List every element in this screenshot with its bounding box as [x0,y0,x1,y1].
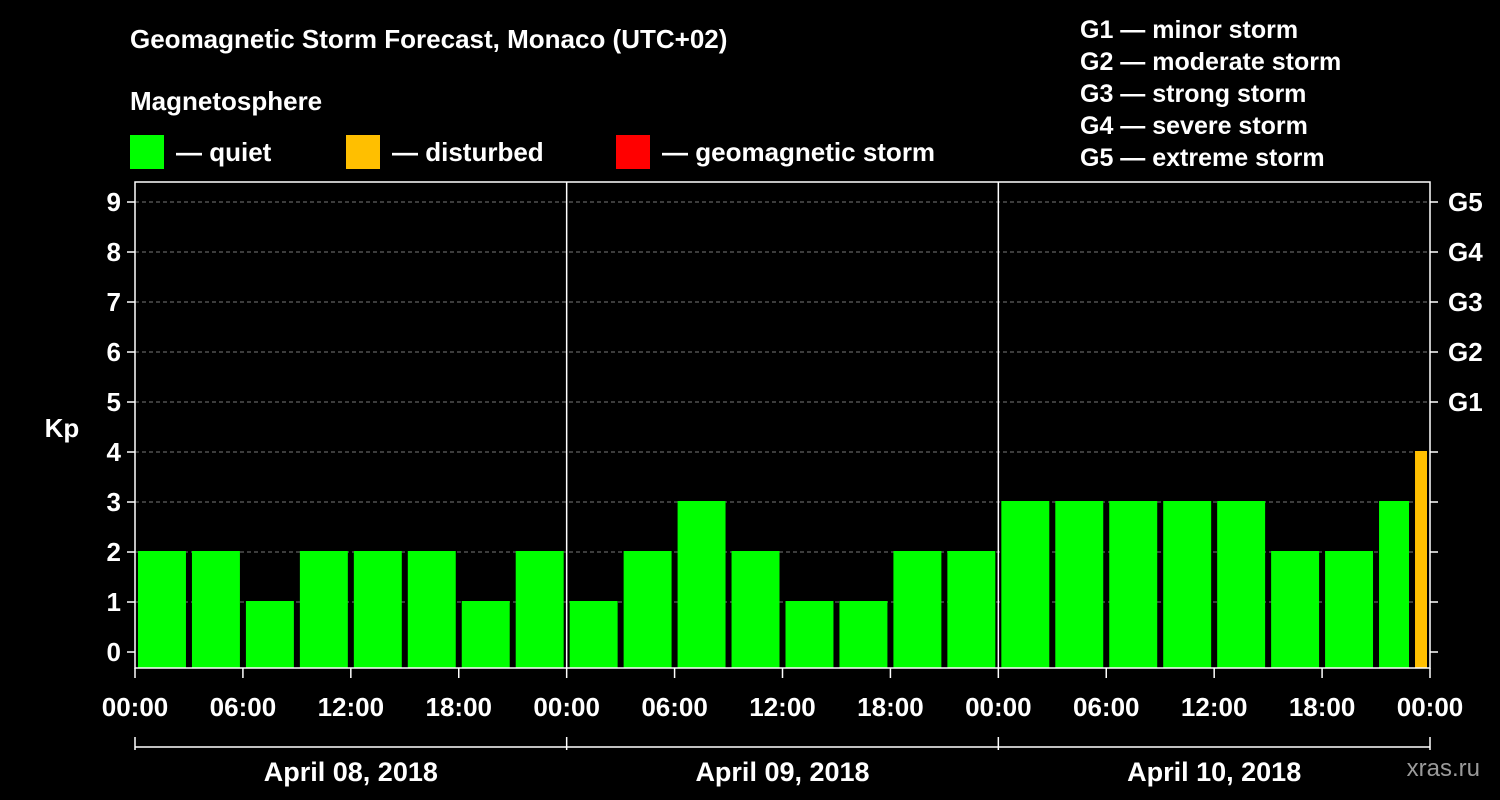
g-scale-legend: G1 — minor storm G2 — moderate storm G3 … [1080,14,1341,174]
y-tick-label: 4 [107,437,122,467]
kp-bar [731,551,780,668]
y-axis-label: Kp [45,413,80,443]
g-scale-item: G1 — minor storm [1080,16,1299,44]
kp-bar [947,551,996,668]
kp-bar [245,601,294,668]
y-tick-label: 6 [107,337,121,367]
kp-bar [623,551,672,668]
kp-bar [1325,551,1374,668]
legend-quiet-swatch [130,135,164,169]
legend-storm-swatch [616,135,650,169]
y-tick-label: 5 [107,387,121,417]
g-scale-item: G2 — moderate storm [1080,48,1342,76]
kp-bar [1109,501,1158,668]
y-tick-label: 3 [107,487,121,517]
legend-storm-label: — geomagnetic storm [662,136,936,167]
x-tick-label: 06:00 [641,692,708,722]
x-tick-label: 18:00 [1289,692,1356,722]
legend-quiet: — quiet [130,135,271,169]
y2-tick-label: G2 [1448,337,1483,367]
y-tick-label: 9 [107,187,121,217]
kp-bar [515,551,564,668]
x-tick-label: 12:00 [749,692,816,722]
kp-bar [1163,501,1212,668]
kp-bar [569,601,618,668]
kp-bar [1001,501,1050,668]
y-tick-label: 8 [107,237,121,267]
x-tick-label: 00:00 [1397,692,1464,722]
y2-tick-label: G5 [1448,187,1483,217]
kp-bar [1055,501,1104,668]
legend-quiet-label: — quiet [176,136,272,167]
chart-subtitle: Magnetosphere [130,86,323,116]
x-tick-label: 00:00 [965,692,1032,722]
x-tick-label: 18:00 [857,692,924,722]
y2-tick-label: G1 [1448,387,1483,417]
legend-disturbed-swatch [346,135,380,169]
kp-bar [461,601,510,668]
kp-bar [138,551,186,668]
g-scale-item: G3 — strong storm [1080,80,1307,108]
g-scale-item: G4 — severe storm [1080,112,1308,140]
y2-tick-label: G4 [1448,237,1483,267]
x-tick-label: 00:00 [102,692,169,722]
y-tick-label: 7 [107,287,121,317]
x-tick-label: 12:00 [318,692,385,722]
kp-bar [407,551,456,668]
watermark: xras.ru [1406,755,1480,782]
y-tick-label: 1 [107,587,121,617]
date-label: April 08, 2018 [264,757,438,787]
kp-bar [1217,501,1266,668]
date-label: April 09, 2018 [695,757,869,787]
x-tick-label: 00:00 [533,692,600,722]
kp-bar [353,551,402,668]
x-tick-label: 12:00 [1181,692,1248,722]
y-tick-label: 0 [107,637,121,667]
y-tick-label: 2 [107,537,121,567]
legend-disturbed-label: — disturbed [392,136,544,167]
kp-bar [893,551,942,668]
kp-bar [677,501,726,668]
kp-bar [1379,501,1410,668]
x-tick-label: 06:00 [1073,692,1140,722]
legend-disturbed: — disturbed [346,135,544,169]
y2-tick-label: G3 [1448,287,1483,317]
chart-title: Geomagnetic Storm Forecast, Monaco (UTC+… [130,24,728,54]
kp-bar [785,601,834,668]
kp-bar [1415,451,1427,668]
kp-bar [839,601,888,668]
kp-bar [299,551,348,668]
x-tick-label: 06:00 [210,692,277,722]
legend-storm: — geomagnetic storm [616,135,935,169]
x-tick-label: 18:00 [426,692,493,722]
kp-bar [191,551,240,668]
kp-bar [1271,551,1320,668]
date-label: April 10, 2018 [1127,757,1301,787]
g-scale-item: G5 — extreme storm [1080,144,1325,172]
